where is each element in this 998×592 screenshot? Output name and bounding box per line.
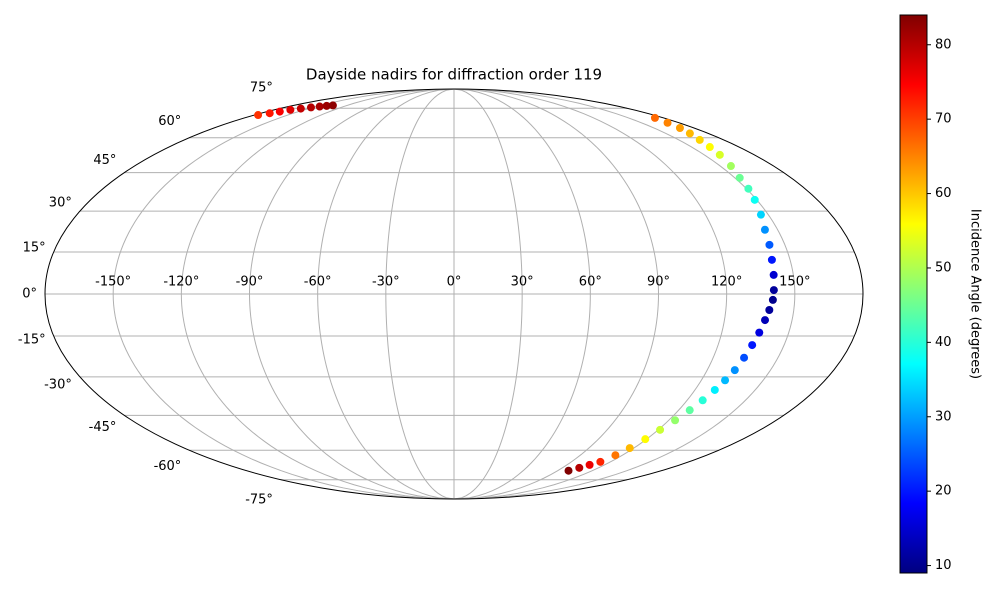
data-point (656, 425, 665, 434)
colorbar-tick-label: 70 (935, 112, 952, 127)
colorbar-tick-label: 10 (935, 558, 952, 573)
data-point (761, 316, 770, 325)
colorbar-tick-label: 60 (935, 186, 952, 201)
data-point (760, 225, 769, 234)
data-point (767, 255, 776, 264)
x-tick-label: 30° (511, 275, 534, 290)
data-point (611, 451, 620, 460)
y-tick-label: -60° (154, 459, 182, 474)
data-point (685, 129, 694, 138)
y-tick-label: 60° (158, 114, 181, 129)
data-point (768, 295, 777, 304)
data-point (585, 460, 594, 469)
data-point (765, 240, 774, 249)
x-tick-label: 60° (579, 275, 602, 290)
data-point (275, 107, 284, 116)
data-point (726, 162, 735, 171)
data-point (695, 135, 704, 144)
data-point (625, 444, 634, 453)
map-boundary (44, 88, 864, 500)
data-point (710, 385, 719, 394)
y-tick-label: 30° (49, 196, 72, 211)
y-tick-label: -75° (245, 492, 273, 507)
data-point (769, 270, 778, 279)
data-point (254, 111, 263, 120)
data-point (663, 118, 672, 127)
data-point (756, 210, 765, 219)
chart-title: Dayside nadirs for diffraction order 119 (306, 66, 602, 84)
data-point (328, 101, 337, 110)
data-point (315, 102, 324, 111)
x-tick-label: 150° (779, 275, 810, 290)
colorbar-label: Incidence Angle (degrees) (968, 209, 983, 379)
data-point (715, 150, 724, 159)
colorbar-tick-label: 20 (935, 484, 952, 499)
data-point (322, 101, 331, 110)
data-point (755, 328, 764, 337)
y-tick-label: 75° (250, 81, 273, 96)
x-tick-label: 90° (647, 275, 670, 290)
colorbar-tick-label: 80 (935, 37, 952, 52)
x-tick-label: -150° (95, 275, 131, 290)
y-tick-label: 0° (22, 287, 37, 302)
data-point (650, 113, 659, 122)
data-point (744, 184, 753, 193)
data-point (641, 435, 650, 444)
colorbar (899, 14, 928, 574)
data-point (265, 109, 274, 118)
data-point (705, 143, 714, 152)
x-tick-label: -30° (372, 275, 400, 290)
data-point (721, 376, 730, 385)
data-point (306, 103, 315, 112)
x-tick-label: -60° (304, 275, 332, 290)
colorbar-tick-label: 30 (935, 409, 952, 424)
data-point (685, 406, 694, 415)
data-point (740, 353, 749, 362)
data-point (596, 457, 605, 466)
data-point (748, 341, 757, 350)
data-point (296, 104, 305, 113)
colorbar-tick-label: 50 (935, 260, 952, 275)
colorbar-tick-label: 40 (935, 335, 952, 350)
data-point (671, 416, 680, 425)
data-point (735, 173, 744, 182)
data-point (575, 463, 584, 472)
data-point (730, 366, 739, 375)
data-point (750, 195, 759, 204)
x-tick-label: 0° (447, 275, 462, 290)
data-point (698, 396, 707, 405)
data-point (765, 306, 774, 315)
data-point (675, 123, 684, 132)
x-tick-label: -90° (236, 275, 264, 290)
y-tick-label: -30° (44, 377, 72, 392)
data-point (286, 105, 295, 114)
y-tick-label: -15° (18, 333, 46, 348)
y-tick-label: 45° (93, 153, 116, 168)
data-point (564, 466, 573, 475)
y-tick-label: 15° (23, 240, 46, 255)
data-point (769, 286, 778, 295)
x-tick-label: 120° (711, 275, 742, 290)
y-tick-label: -45° (89, 420, 117, 435)
x-tick-label: -120° (163, 275, 199, 290)
